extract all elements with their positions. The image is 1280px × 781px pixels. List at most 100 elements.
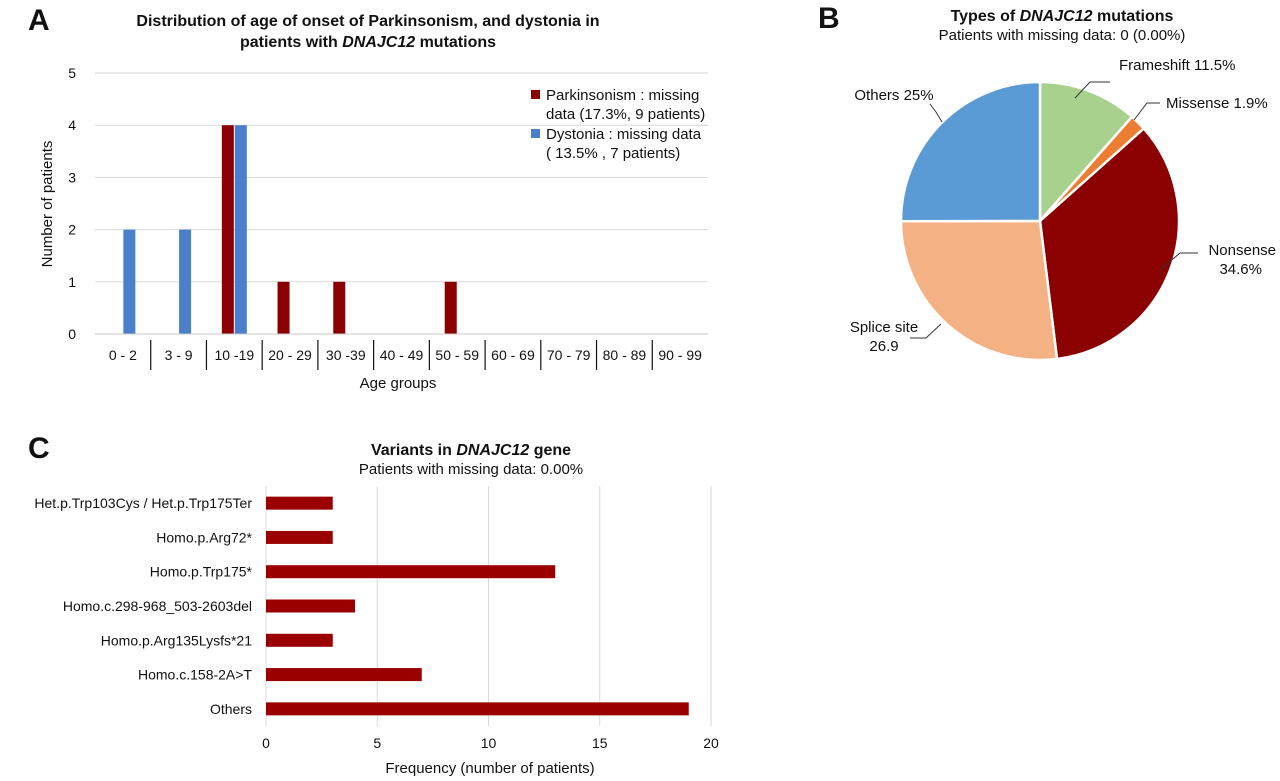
chart-a-y-tick-label: 5 (68, 65, 76, 81)
leader-line-splice (910, 323, 942, 339)
bar-variant (266, 496, 333, 510)
leader-line-others (929, 103, 943, 123)
bar-dystonia (179, 229, 192, 334)
chart-a-title-gene: DNAJC12 (342, 34, 415, 51)
bar-variant (266, 633, 333, 647)
chart-a-y-tick-label: 2 (68, 222, 76, 238)
legend-label-dystonia-line1: Dystonia : missing data (546, 126, 702, 143)
chart-a-xlabel: Age groups (360, 375, 437, 392)
chart-c-category-label: Homo.c.158-2A>T (138, 667, 252, 683)
pie-label-splice-line2: 26.9 (869, 338, 898, 355)
legend-label-parkinsonism-line1: Parkinsonism : missing (546, 87, 699, 104)
pie-label-nonsense-line2: 34.6% (1219, 261, 1262, 278)
chart-a-y-tick-label: 0 (68, 326, 76, 342)
bar-variant (266, 565, 556, 579)
pie-label-nonsense-line1: Nonsense (1208, 242, 1276, 259)
bar-dystonia (234, 125, 247, 334)
chart-c-category-labels: Het.p.Trp103Cys / Het.p.Trp175Ter Homo.p.… (34, 495, 252, 717)
chart-a-x-tick-label: 10 -19 (214, 347, 254, 363)
legend-label-parkinsonism-line2: data (17.3%, 9 patients) (546, 106, 705, 123)
leader-line-frameshift (1074, 81, 1110, 99)
bar-parkinsonism (444, 281, 457, 334)
chart-a-x-tick-label: 70 - 79 (547, 347, 591, 363)
chart-b-title-gene: DNAJC12 (1020, 8, 1093, 25)
chart-a-title-line2-post: mutations (415, 34, 496, 51)
pie-slice-others (899, 80, 1042, 223)
chart-c-x-tick-label: 10 (481, 735, 497, 751)
legend-swatch-parkinsonism (531, 90, 540, 99)
chart-c-category-label: Homo.c.298-968_503-2603del (63, 598, 252, 614)
chart-c-x-ticks: 0 5 10 15 20 (262, 735, 719, 751)
chart-a-bars (123, 125, 457, 334)
legend-swatch-dystonia (531, 129, 540, 138)
chart-b-slices (899, 80, 1181, 362)
chart-a-age-of-onset: Distribution of age of onset of Parkinso… (39, 13, 708, 392)
leader-line-nonsense (1159, 252, 1198, 271)
chart-a-x-ticks: 0 - 2 3 - 9 10 -19 20 - 29 30 -39 40 - 49 50 -… (95, 333, 708, 370)
chart-c-title-pre: Variants in (371, 442, 456, 459)
chart-a-x-tick-label: 90 - 99 (658, 347, 702, 363)
chart-c-variants: Variants in DNAJC12 gene Patients with m… (34, 442, 719, 777)
pie-label-splice-line1: Splice site (850, 319, 918, 336)
chart-a-ylabel: Number of patients (39, 141, 56, 268)
chart-a-title-line2: patients with DNAJC12 mutations (240, 34, 496, 51)
chart-c-category-label: Homo.p.Arg135Lysfs*21 (101, 632, 252, 648)
bar-parkinsonism (333, 281, 346, 334)
panel-letter-a: A (28, 4, 50, 37)
chart-c-x-tick-label: 0 (262, 735, 270, 751)
bar-variant (266, 530, 333, 544)
chart-a-x-tick-label: 50 - 59 (435, 347, 479, 363)
pie-slice-frameshift (1038, 80, 1134, 225)
chart-a-x-tick-label: 30 -39 (326, 347, 366, 363)
pie-slice-nonsense (1038, 126, 1181, 361)
bar-variant (266, 668, 422, 682)
bar-parkinsonism (221, 125, 234, 334)
chart-c-x-tick-label: 15 (592, 735, 608, 751)
chart-b-leader-lines (910, 81, 1198, 339)
chart-a-x-tick-label: 80 - 89 (603, 347, 647, 363)
panel-letter-b: B (818, 2, 840, 35)
chart-a-x-tick-label: 60 - 69 (491, 347, 535, 363)
chart-c-category-label: Het.p.Trp103Cys / Het.p.Trp175Ter (34, 495, 252, 511)
chart-c-x-tick-label: 20 (703, 735, 719, 751)
chart-a-y-tick-label: 3 (68, 169, 76, 185)
chart-c-title-post: gene (529, 442, 571, 459)
chart-c-xlabel: Frequency (number of patients) (385, 760, 594, 777)
chart-b-subtitle: Patients with missing data: 0 (0.00%) (939, 27, 1186, 44)
chart-b-mutation-types: Types of DNAJC12 mutations Patients with… (850, 8, 1276, 362)
chart-c-category-label: Homo.p.Arg72* (156, 529, 252, 545)
chart-b-title-post: mutations (1093, 8, 1174, 25)
pie-label-missense: Missense 1.9% (1166, 95, 1268, 112)
chart-a-title-line1: Distribution of age of onset of Parkinso… (136, 13, 599, 30)
chart-c-subtitle: Patients with missing data: 0.00% (359, 461, 583, 478)
chart-b-title-pre: Types of (951, 8, 1020, 25)
chart-c-bars (266, 496, 689, 716)
pie-slice-splice-site (899, 219, 1059, 362)
chart-a-legend: Parkinsonism : missing data (17.3%, 9 pa… (531, 87, 705, 162)
chart-a-title-line2-pre: patients with (240, 34, 342, 51)
chart-a-x-tick-label: 3 - 9 (165, 347, 193, 363)
chart-a-x-tick-label: 0 - 2 (109, 347, 137, 363)
leader-line-missense (1133, 102, 1160, 121)
chart-a-y-tick-label: 4 (68, 117, 76, 133)
pie-label-others: Others 25% (854, 87, 933, 104)
panel-letter-c: C (28, 432, 50, 465)
chart-a-y-ticks: 0 1 2 3 4 5 (68, 65, 76, 342)
bar-dystonia (123, 229, 136, 334)
pie-label-frameshift: Frameshift 11.5% (1119, 57, 1235, 74)
bar-parkinsonism (277, 281, 290, 334)
chart-a-x-tick-label: 40 - 49 (380, 347, 424, 363)
chart-c-title-gene: DNAJC12 (456, 442, 529, 459)
legend-label-dystonia-line2: ( 13.5% , 7 patients) (546, 145, 680, 162)
chart-a-y-tick-label: 1 (68, 274, 76, 290)
chart-c-gridlines (265, 486, 712, 726)
bar-variant (266, 702, 689, 716)
bar-variant (266, 599, 355, 613)
chart-b-title: Types of DNAJC12 mutations (951, 8, 1174, 25)
chart-c-category-label: Others (210, 701, 252, 717)
chart-c-category-label: Homo.p.Trp175* (150, 564, 253, 580)
chart-c-x-tick-label: 5 (373, 735, 381, 751)
chart-c-title: Variants in DNAJC12 gene (371, 442, 571, 459)
chart-a-x-tick-label: 20 - 29 (268, 347, 312, 363)
